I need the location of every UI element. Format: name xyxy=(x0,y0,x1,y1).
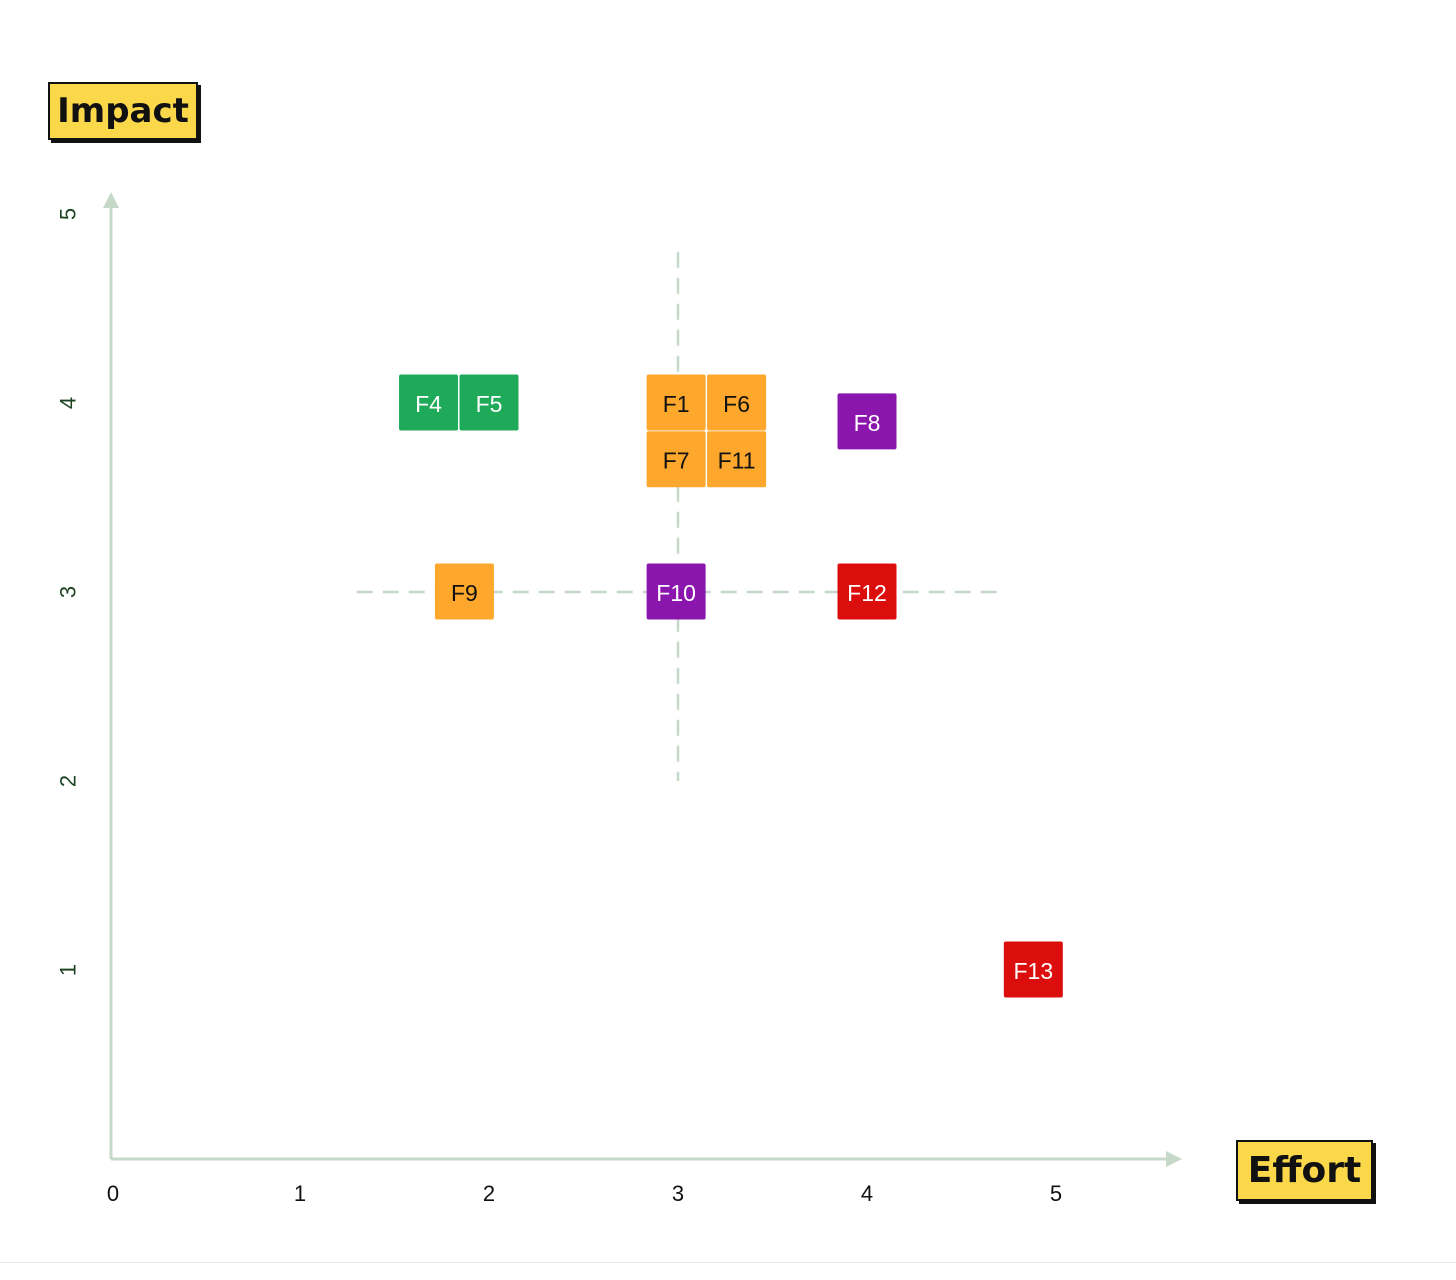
data-point-f8: F8 xyxy=(837,393,897,450)
point-label: F8 xyxy=(854,410,881,436)
x-axis-title: Effort xyxy=(1236,1140,1373,1201)
point-marker xyxy=(399,374,459,431)
point-label: F6 xyxy=(723,391,750,417)
point-marker xyxy=(434,563,494,620)
y-tick-label: 3 xyxy=(56,586,81,598)
x-tick-label: 2 xyxy=(483,1181,495,1206)
y-tick-label: 4 xyxy=(56,397,81,409)
point-label: F13 xyxy=(1013,958,1053,984)
x-tick-label: 4 xyxy=(861,1181,873,1206)
point-marker xyxy=(707,374,767,431)
point-label: F1 xyxy=(663,391,690,417)
data-point-f6: F6 xyxy=(707,374,767,431)
data-point-f9: F9 xyxy=(434,563,494,620)
point-marker xyxy=(646,563,706,620)
y-tick-label: 2 xyxy=(56,775,81,787)
y-tick-label: 1 xyxy=(56,964,81,976)
point-marker xyxy=(646,374,706,431)
point-marker xyxy=(837,563,897,620)
data-point-f5: F5 xyxy=(459,374,519,431)
point-marker xyxy=(459,374,519,431)
point-label: F5 xyxy=(476,391,503,417)
point-label: F4 xyxy=(415,391,442,417)
data-point-f12: F12 xyxy=(837,563,897,620)
y-axis-title: Impact xyxy=(48,82,198,140)
data-point-f13: F13 xyxy=(1003,941,1063,998)
x-tick-label: 3 xyxy=(672,1181,684,1206)
point-label: F12 xyxy=(847,580,887,606)
point-label: F11 xyxy=(718,448,756,474)
x-tick-label: 5 xyxy=(1050,1181,1062,1206)
point-label: F7 xyxy=(663,448,690,474)
point-label: F10 xyxy=(656,580,696,606)
point-marker xyxy=(1003,941,1063,998)
x-axis-arrow xyxy=(1166,1151,1182,1167)
data-point-f1: F1 xyxy=(646,374,706,431)
data-point-f4: F4 xyxy=(399,374,459,431)
data-point-f7: F7 xyxy=(646,431,706,488)
y-tick-label: 5 xyxy=(56,208,81,220)
bottom-divider xyxy=(0,1262,1456,1263)
data-point-f10: F10 xyxy=(646,563,706,620)
x-tick-label: 0 xyxy=(107,1181,119,1206)
point-marker xyxy=(646,431,706,488)
x-tick-label: 1 xyxy=(294,1181,306,1206)
point-marker xyxy=(837,393,897,450)
data-point-f11: F11 xyxy=(707,431,767,488)
point-marker xyxy=(707,431,767,488)
y-axis-arrow xyxy=(103,192,119,208)
point-label: F9 xyxy=(451,580,478,606)
